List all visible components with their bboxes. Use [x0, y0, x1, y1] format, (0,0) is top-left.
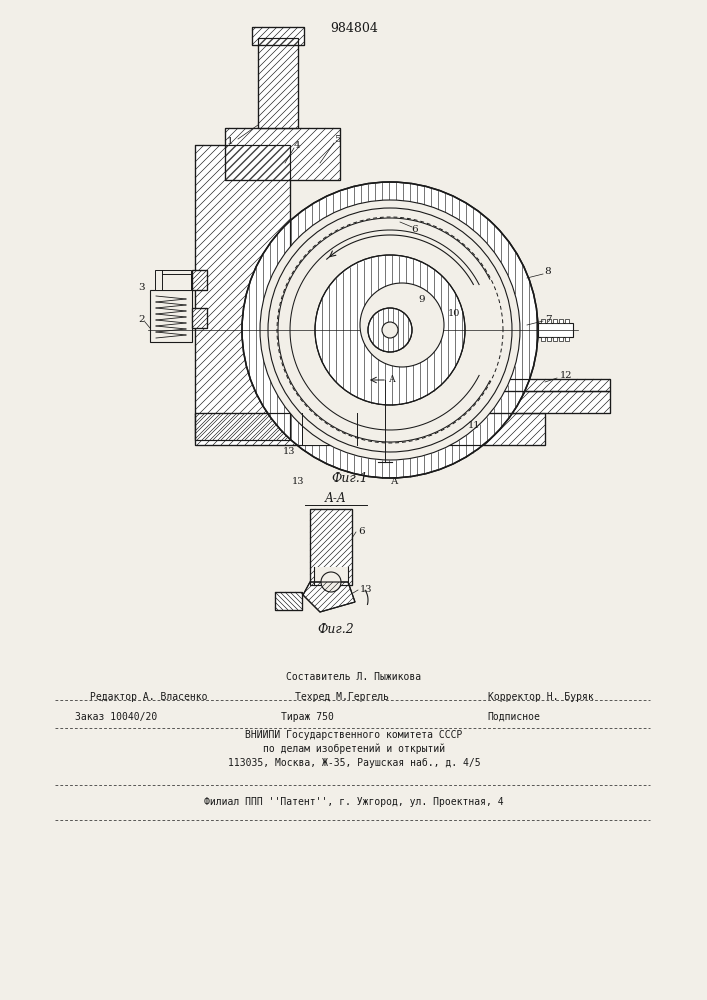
Text: 13: 13: [283, 448, 295, 456]
Bar: [541, 337, 545, 341]
Circle shape: [268, 208, 512, 452]
Bar: [195, 413, 545, 445]
Bar: [314, 567, 348, 585]
Bar: [310, 509, 352, 585]
Polygon shape: [303, 582, 355, 612]
Text: Корректор Н. Буряк: Корректор Н. Буряк: [488, 692, 594, 702]
Text: 10: 10: [448, 310, 460, 318]
Text: 9: 9: [419, 296, 426, 304]
Circle shape: [242, 182, 538, 478]
Bar: [553, 319, 557, 323]
Text: ВНИИПИ Государственного комитета СССР: ВНИИПИ Государственного комитета СССР: [245, 730, 462, 740]
Bar: [370, 379, 610, 391]
Bar: [565, 319, 569, 323]
Text: 12: 12: [560, 371, 573, 380]
Text: 6: 6: [411, 226, 419, 234]
Bar: [225, 128, 340, 180]
Bar: [553, 337, 557, 341]
Text: Тираж 750: Тираж 750: [281, 712, 334, 722]
Circle shape: [360, 283, 444, 367]
Bar: [275, 592, 302, 610]
Bar: [195, 145, 290, 440]
Bar: [192, 270, 207, 290]
Bar: [192, 308, 207, 328]
Text: 13: 13: [292, 477, 304, 486]
Circle shape: [368, 308, 412, 352]
Text: по делам изобретений и открытий: по делам изобретений и открытий: [263, 744, 445, 754]
Bar: [370, 391, 610, 413]
Text: Техред М.Гергель: Техред М.Гергель: [295, 692, 389, 702]
Text: А: А: [389, 375, 396, 384]
Text: Подписное: Подписное: [487, 712, 540, 722]
Bar: [192, 308, 207, 328]
Bar: [370, 379, 610, 391]
Text: Составитель Л. Пыжикова: Составитель Л. Пыжикова: [286, 672, 421, 682]
Text: 7: 7: [544, 316, 551, 324]
Bar: [195, 145, 290, 440]
Text: Фиг.2: Фиг.2: [317, 623, 354, 636]
Bar: [541, 319, 545, 323]
Text: 11: 11: [468, 422, 481, 430]
Bar: [150, 290, 192, 342]
Text: Филиал ППП ''Патент'', г. Ужгород, ул. Проектная, 4: Филиал ППП ''Патент'', г. Ужгород, ул. П…: [204, 797, 504, 807]
Bar: [559, 337, 563, 341]
Bar: [258, 38, 298, 128]
Text: 113035, Москва, Ж-35, Раушская наб., д. 4/5: 113035, Москва, Ж-35, Раушская наб., д. …: [228, 758, 480, 768]
Bar: [310, 509, 352, 585]
Bar: [559, 319, 563, 323]
Text: 4: 4: [293, 140, 300, 149]
Bar: [252, 27, 304, 45]
Circle shape: [321, 572, 341, 592]
Bar: [155, 270, 191, 290]
Text: А: А: [391, 477, 399, 486]
Bar: [370, 391, 610, 413]
Bar: [538, 323, 573, 337]
Bar: [252, 27, 304, 45]
Text: 2: 2: [139, 316, 146, 324]
Text: А-А: А-А: [325, 492, 347, 505]
Bar: [547, 337, 551, 341]
Circle shape: [260, 200, 520, 460]
Text: 8: 8: [544, 267, 551, 276]
Bar: [547, 319, 551, 323]
Bar: [565, 337, 569, 341]
Bar: [192, 270, 207, 290]
Text: Редактор А. Власенко: Редактор А. Власенко: [90, 692, 207, 702]
Bar: [195, 413, 545, 445]
Circle shape: [382, 322, 398, 338]
Bar: [225, 128, 340, 180]
Circle shape: [315, 255, 465, 405]
Text: 5: 5: [334, 135, 340, 144]
Text: 984804: 984804: [330, 22, 378, 35]
Bar: [258, 38, 298, 128]
Text: 1: 1: [227, 137, 233, 146]
Bar: [302, 413, 357, 445]
Text: 6: 6: [358, 528, 365, 536]
Text: Фиг.1: Фиг.1: [332, 472, 368, 485]
Text: 3: 3: [139, 284, 146, 292]
Text: Заказ 10040/20: Заказ 10040/20: [75, 712, 157, 722]
Text: 13: 13: [360, 585, 373, 594]
Bar: [275, 592, 302, 610]
